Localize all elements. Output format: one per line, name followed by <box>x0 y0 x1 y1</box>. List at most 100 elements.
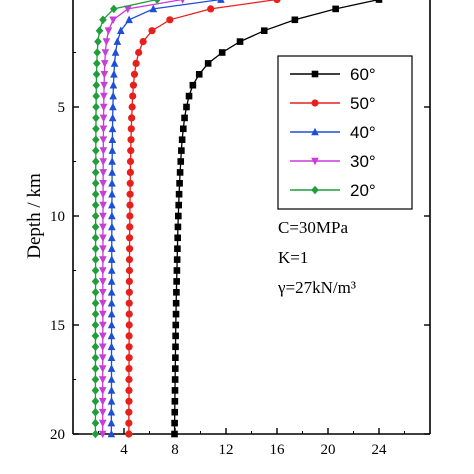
data-point <box>132 59 140 67</box>
annotation-text: K=1 <box>278 248 308 267</box>
y-tick-label: 10 <box>50 209 65 225</box>
data-point <box>172 354 179 361</box>
data-point <box>125 419 133 427</box>
data-point <box>107 429 116 438</box>
annotation-text: γ=27kN/m³ <box>277 278 356 297</box>
data-point <box>91 266 100 275</box>
data-point <box>99 278 107 286</box>
legend-entry: 50° <box>290 94 376 113</box>
data-point <box>175 190 183 198</box>
data-point <box>92 102 100 112</box>
data-point <box>175 201 182 209</box>
data-point <box>189 81 197 89</box>
data-point <box>173 289 180 296</box>
data-point <box>177 158 185 165</box>
data-point <box>99 223 107 232</box>
data-point <box>171 408 179 416</box>
data-point <box>108 200 116 209</box>
data-point <box>173 278 180 285</box>
data-point <box>107 277 116 285</box>
data-point <box>179 125 187 133</box>
data-point <box>135 48 143 57</box>
data-point <box>126 179 134 187</box>
data-point <box>176 180 183 187</box>
data-point <box>91 233 100 243</box>
data-point <box>107 233 116 242</box>
data-point <box>98 376 107 384</box>
data-point <box>107 309 116 318</box>
data-point <box>117 26 125 34</box>
data-point <box>108 211 116 220</box>
data-point <box>92 157 100 166</box>
data-point <box>108 124 117 133</box>
data-point <box>171 398 179 405</box>
data-point <box>91 320 100 330</box>
data-point <box>125 397 133 405</box>
series-20° <box>91 0 161 439</box>
legend-label: 60° <box>350 65 376 84</box>
data-point <box>107 353 116 361</box>
data-point <box>125 354 133 362</box>
data-point <box>91 342 100 352</box>
data-point <box>110 59 119 67</box>
data-point <box>100 60 109 68</box>
data-point <box>174 234 181 242</box>
data-point <box>129 92 137 100</box>
data-point <box>125 321 133 329</box>
data-point <box>94 37 102 46</box>
series-line <box>128 0 278 434</box>
data-point <box>91 331 100 341</box>
data-point <box>98 408 107 417</box>
x-tick-label: 16 <box>270 442 286 458</box>
y-axis-ticks: 5 10 15 20 <box>50 52 430 443</box>
x-tick-label: 20 <box>321 442 336 458</box>
x-tick-label: 24 <box>372 442 388 458</box>
data-point <box>91 386 100 395</box>
data-point <box>99 125 108 134</box>
data-point <box>175 212 182 220</box>
data-point <box>98 354 107 362</box>
y-tick-label: 15 <box>50 318 65 334</box>
data-point <box>166 16 174 24</box>
data-point <box>207 5 215 13</box>
data-point <box>125 277 133 285</box>
data-point <box>130 70 139 78</box>
data-point <box>92 80 101 90</box>
data-point <box>91 429 100 439</box>
data-point <box>99 267 107 275</box>
data-point <box>99 114 108 123</box>
data-point <box>91 309 100 319</box>
data-point <box>172 310 180 318</box>
data-point <box>99 299 107 308</box>
y-tick-label: 20 <box>50 427 65 443</box>
data-point <box>260 27 268 34</box>
data-point <box>110 70 118 78</box>
data-point <box>332 5 339 13</box>
data-point <box>92 91 101 101</box>
data-point <box>107 397 116 405</box>
legend-entry: 30° <box>290 152 376 171</box>
data-point <box>108 179 116 187</box>
data-point <box>311 99 319 107</box>
data-point <box>139 38 147 46</box>
data-point <box>107 375 116 383</box>
data-point <box>107 418 116 427</box>
data-point <box>171 376 179 383</box>
data-point <box>107 407 116 416</box>
data-point <box>126 245 134 253</box>
data-point <box>174 245 181 252</box>
data-point <box>183 103 190 111</box>
data-point <box>99 310 107 319</box>
data-point <box>107 331 116 340</box>
legend-label: 40° <box>350 123 376 142</box>
data-point <box>311 157 319 166</box>
data-point <box>100 92 108 101</box>
data-point <box>99 169 108 177</box>
x-tick-label: 8 <box>171 442 179 458</box>
y-tick-label: 5 <box>58 100 66 116</box>
data-point <box>126 201 134 209</box>
x-tick-label: 4 <box>120 442 128 458</box>
data-point <box>148 27 156 35</box>
data-point <box>99 158 108 166</box>
data-point <box>108 135 117 143</box>
